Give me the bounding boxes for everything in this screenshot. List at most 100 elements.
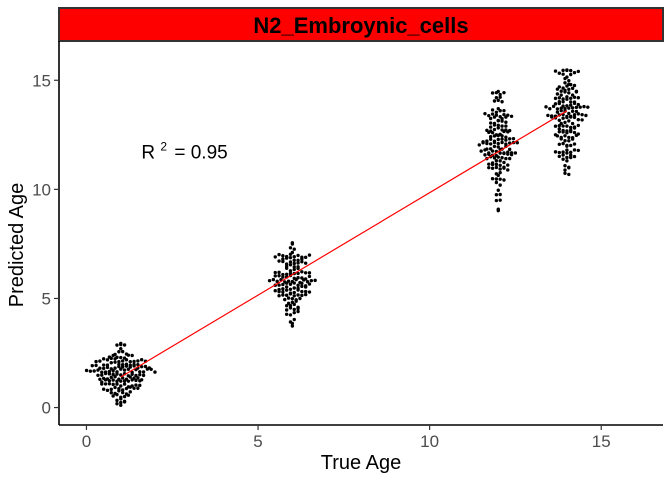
data-point bbox=[570, 93, 575, 97]
data-point bbox=[567, 111, 571, 116]
data-point bbox=[296, 261, 300, 265]
data-point bbox=[565, 130, 569, 135]
data-point bbox=[567, 91, 571, 95]
data-point bbox=[488, 125, 493, 129]
data-point bbox=[565, 115, 569, 120]
data-point bbox=[284, 285, 289, 289]
data-point bbox=[294, 299, 298, 303]
data-point bbox=[109, 361, 113, 365]
data-point bbox=[292, 286, 296, 290]
data-point bbox=[109, 387, 113, 392]
data-point bbox=[138, 370, 142, 374]
data-point bbox=[490, 112, 495, 116]
data-point bbox=[567, 106, 571, 110]
data-point bbox=[555, 87, 560, 91]
data-point bbox=[561, 97, 565, 101]
data-point bbox=[303, 261, 308, 265]
data-point bbox=[502, 151, 506, 156]
data-point bbox=[570, 86, 575, 91]
data-point bbox=[487, 130, 491, 135]
data-point bbox=[490, 149, 495, 153]
data-point bbox=[284, 281, 289, 285]
data-point bbox=[303, 271, 308, 275]
data-point bbox=[105, 388, 110, 393]
r-squared-value: = 0.95 bbox=[174, 142, 227, 163]
data-point bbox=[288, 287, 293, 291]
data-point bbox=[113, 375, 117, 379]
data-point bbox=[115, 379, 119, 383]
data-point bbox=[130, 353, 134, 358]
data-point bbox=[136, 359, 140, 363]
data-point bbox=[307, 271, 312, 275]
data-point bbox=[143, 364, 148, 369]
data-point bbox=[296, 293, 300, 297]
data-point bbox=[553, 69, 558, 73]
data-point bbox=[557, 127, 562, 131]
data-point bbox=[111, 394, 115, 398]
data-point bbox=[284, 256, 289, 260]
data-point bbox=[138, 379, 142, 383]
data-point bbox=[553, 124, 558, 128]
data-point bbox=[557, 154, 562, 159]
data-point bbox=[555, 110, 560, 114]
data-point bbox=[296, 288, 300, 292]
data-point bbox=[100, 373, 104, 377]
data-point bbox=[271, 277, 276, 282]
data-point bbox=[490, 177, 495, 181]
data-point bbox=[555, 134, 560, 138]
data-point bbox=[572, 101, 577, 106]
data-point bbox=[557, 130, 562, 134]
data-point bbox=[98, 377, 102, 382]
data-point bbox=[96, 373, 100, 377]
data-point bbox=[300, 270, 304, 274]
data-point bbox=[576, 148, 581, 153]
data-point bbox=[288, 282, 293, 286]
data-point bbox=[502, 112, 506, 117]
data-point bbox=[492, 140, 497, 145]
data-point bbox=[101, 363, 106, 367]
data-point bbox=[496, 126, 500, 130]
data-point bbox=[561, 104, 565, 108]
data-point bbox=[498, 198, 502, 202]
data-point bbox=[576, 117, 581, 122]
data-point bbox=[284, 293, 289, 297]
data-point bbox=[132, 364, 136, 368]
data-point bbox=[284, 288, 289, 292]
data-point bbox=[488, 137, 493, 141]
data-point bbox=[576, 112, 581, 116]
data-point bbox=[494, 193, 499, 197]
data-point bbox=[103, 378, 108, 382]
data-point bbox=[492, 99, 497, 103]
data-point bbox=[107, 372, 112, 376]
data-point bbox=[126, 353, 131, 357]
data-point bbox=[100, 370, 104, 374]
data-point bbox=[570, 137, 575, 141]
data-point bbox=[574, 90, 579, 94]
data-point bbox=[292, 265, 296, 269]
data-point bbox=[120, 390, 125, 395]
data-point bbox=[138, 383, 142, 388]
data-point bbox=[586, 105, 590, 109]
data-point bbox=[511, 136, 516, 141]
data-point bbox=[561, 141, 565, 146]
data-point bbox=[273, 289, 277, 293]
data-point bbox=[145, 367, 150, 371]
data-point bbox=[553, 102, 558, 106]
data-point bbox=[296, 258, 300, 263]
data-point bbox=[561, 150, 565, 154]
data-point bbox=[273, 270, 277, 275]
data-point bbox=[119, 400, 123, 405]
data-point bbox=[122, 343, 127, 347]
data-point bbox=[496, 123, 500, 127]
data-point bbox=[506, 152, 510, 156]
data-point bbox=[292, 310, 296, 315]
data-point bbox=[569, 72, 573, 77]
data-point bbox=[483, 153, 487, 157]
data-point bbox=[122, 394, 127, 399]
data-point bbox=[565, 124, 569, 128]
data-point bbox=[303, 292, 308, 297]
data-point bbox=[496, 173, 500, 178]
data-point bbox=[565, 97, 569, 101]
data-point bbox=[281, 287, 285, 291]
data-point bbox=[128, 385, 132, 389]
